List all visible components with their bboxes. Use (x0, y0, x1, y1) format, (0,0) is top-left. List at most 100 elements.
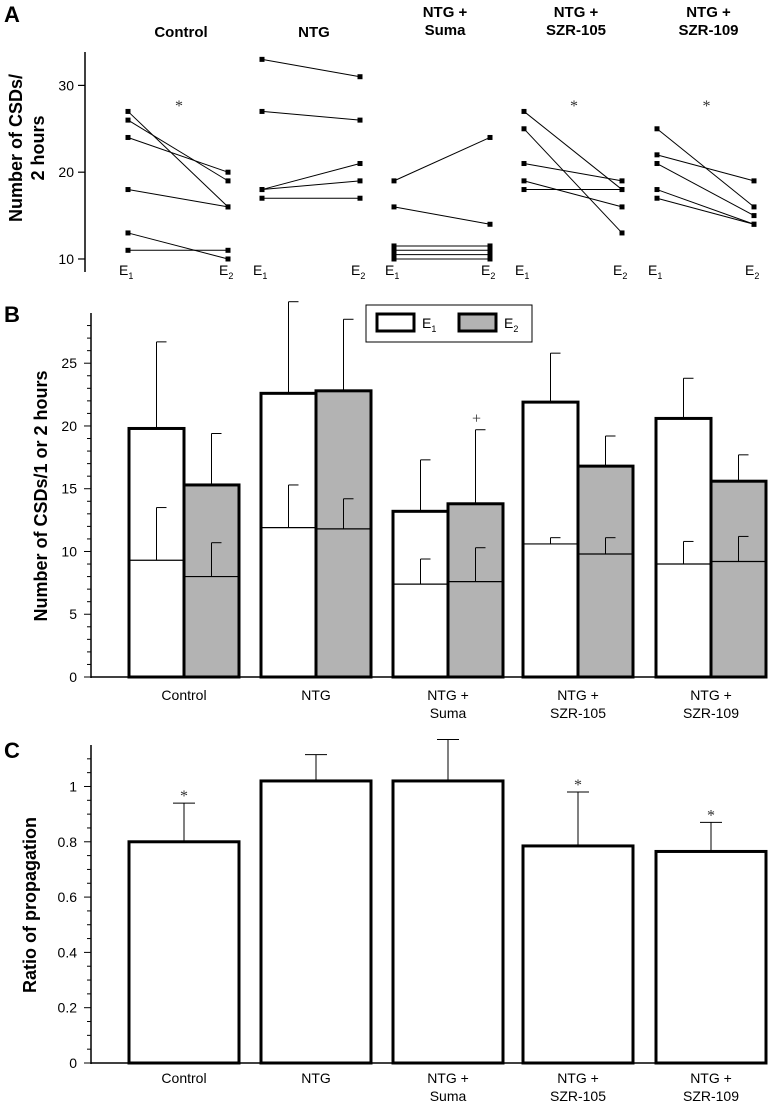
panel-c-bar (654, 849, 768, 1065)
panel-b-group-2: + NTG + Suma (391, 411, 505, 721)
panel-a-point-e2 (619, 187, 625, 193)
panel-c-category-label: Suma (430, 1088, 467, 1104)
panel-b-category-label: NTG + (690, 687, 732, 703)
panel-a-label-e2-base: E (351, 262, 360, 278)
panel-a-pair-line (656, 163, 755, 217)
panel-a-label-e1-base: E (119, 262, 128, 278)
panel-a-point-e1 (391, 204, 397, 210)
panel-a-point-e2 (751, 221, 757, 227)
panel-a-point-e1 (259, 195, 265, 201)
panel-a-label-e2-base: E (613, 262, 622, 278)
panel-b-category-label: SZR-109 (683, 705, 739, 721)
panel-b-bar-e2 (182, 483, 241, 679)
panel-a-label-e1-subscript: 1 (524, 271, 529, 281)
panel-b-legend-swatch-e1 (375, 312, 416, 333)
panel-a-point-e1 (391, 247, 397, 253)
panel-a-point-e1 (259, 108, 265, 114)
panel-a-pair-line (127, 119, 229, 182)
panel-a-significance-mark: * (703, 98, 711, 115)
panel-a-significance-mark: * (175, 98, 183, 115)
panel-c-group-3: * NTG + SZR-105 (521, 777, 635, 1104)
panel-c-y-tick-label: 1 (69, 778, 77, 794)
panel-a-point-e1 (521, 161, 527, 167)
panel-a-pair-line (127, 189, 229, 208)
panel-a-point-e1 (391, 252, 397, 258)
panel-a-pair-line (261, 180, 361, 191)
panel-b-category-label: NTG + (427, 687, 469, 703)
panel-a-pair-line (127, 232, 229, 260)
panel-a-group-0: Control*E1 E2 (119, 24, 233, 281)
panel-a-label-e2-base: E (481, 262, 490, 278)
panel-a-pair-line (656, 197, 755, 225)
panel-a-label-e1: E1 (119, 262, 133, 281)
panel-a-point-e2 (619, 204, 625, 210)
panel-a-label-e2: E2 (745, 262, 759, 281)
panel-b-group-1: NTG (259, 301, 373, 703)
panel-b-bar-e2 (709, 479, 768, 679)
panel-a-y-label-line: Number of CSDs/ (6, 74, 26, 222)
panel-b-bar-e2 (576, 464, 635, 679)
panel-b-category-label: SZR-105 (550, 705, 606, 721)
panel-b-legend-label-e2-subscript: 2 (513, 324, 518, 334)
panel-b-legend-label-e1-subscript: 1 (431, 324, 436, 334)
panel-c-bar (391, 779, 505, 1065)
panel-a-point-e1 (521, 178, 527, 184)
panel-a-point-e2 (487, 134, 493, 140)
panel-a-group-title: NTG + (686, 4, 731, 21)
panel-c-group-4: * NTG + SZR-109 (654, 807, 768, 1104)
panel-a-pair-line (656, 154, 755, 182)
panel-a-point-e1 (391, 178, 397, 184)
panel-c-y-tick-label: 0.6 (58, 889, 78, 905)
panel-a-point-e2 (357, 161, 363, 167)
panel-b-stacked-bars: 0 5 10 15 20 25 Number of CSDs/1 or 2 hours Con… (31, 301, 768, 721)
panel-a-pair-line (523, 180, 623, 208)
panel-letter-a: A (4, 2, 20, 27)
panel-a-point-e2 (357, 195, 363, 201)
panel-b-group-4: NTG + SZR-109 (654, 377, 768, 721)
panel-b-y-label: Number of CSDs/1 or 2 hours (31, 370, 51, 621)
panel-c-category-label: SZR-109 (683, 1088, 739, 1104)
panel-a-pair-line (523, 111, 623, 190)
panel-b-legend-label-e1-base: E (422, 315, 431, 331)
panel-a-label-e2-subscript: 2 (228, 271, 233, 281)
panel-a-group-title: Suma (425, 22, 467, 39)
panel-c-bar (521, 844, 635, 1065)
panel-a-point-e1 (654, 195, 660, 201)
panel-a-label-e1: E1 (385, 262, 399, 281)
panel-b-legend-swatch-e2 (457, 312, 498, 333)
panel-a-point-e1 (654, 126, 660, 132)
panel-a-label-e1-base: E (253, 262, 262, 278)
panel-c-y-tick-label: 0.2 (58, 1000, 78, 1016)
panel-a-point-e1 (125, 247, 131, 253)
panel-b-legend: E1 E2 (365, 304, 533, 343)
panel-a-pair-line (656, 189, 755, 225)
panel-b-bar-e1 (259, 391, 318, 679)
panel-c-category-label: NTG + (427, 1070, 469, 1086)
panel-a-point-e2 (487, 247, 493, 253)
panel-a-point-e2 (619, 230, 625, 236)
panel-a-pair-line (127, 111, 229, 208)
panel-b-bar-e2 (314, 389, 373, 679)
panel-a-label-e1: E1 (515, 262, 529, 281)
panel-c-category-label: Control (161, 1070, 206, 1086)
panel-a-y-label-line: 2 hours (28, 115, 48, 180)
panel-a-point-e1 (259, 56, 265, 62)
panel-a-label-e2-base: E (745, 262, 754, 278)
panel-a-point-e1 (521, 108, 527, 114)
panel-a-point-e2 (225, 204, 231, 210)
panel-a-label-e1-subscript: 1 (262, 271, 267, 281)
panel-a-label-e2-subscript: 2 (360, 271, 365, 281)
panel-a-group-3: NTG +SZR-105*E1 E2 (515, 4, 627, 281)
panel-a-label-e1-subscript: 1 (394, 271, 399, 281)
panel-c-category-label: SZR-105 (550, 1088, 606, 1104)
panel-a-group-title: NTG + (423, 4, 468, 21)
panel-a-point-e1 (125, 187, 131, 193)
panel-a-label-e2: E2 (351, 262, 365, 281)
panel-a-significance-mark: * (570, 98, 578, 115)
panel-a-y-tick-label: 10 (58, 251, 74, 267)
panel-a-point-e1 (125, 230, 131, 236)
panel-c-group-0: * Control (127, 788, 241, 1086)
panel-a-group-title: NTG (298, 24, 330, 41)
panel-a-point-e2 (751, 178, 757, 184)
